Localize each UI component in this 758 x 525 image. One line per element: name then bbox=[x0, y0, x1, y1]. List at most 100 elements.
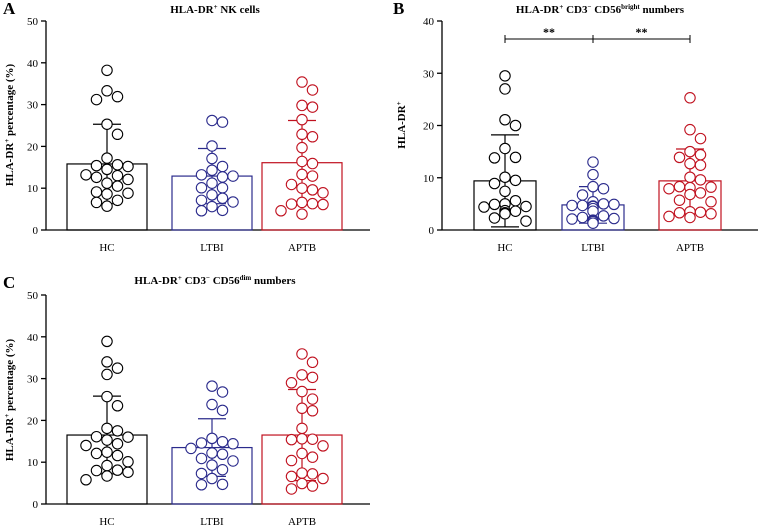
data-point-aptb bbox=[296, 196, 308, 209]
x-category-label: HC bbox=[99, 516, 114, 525]
data-point-hc bbox=[90, 464, 103, 477]
data-point-hc bbox=[101, 368, 113, 381]
data-point-hc bbox=[509, 151, 522, 164]
data-point-ltbi bbox=[216, 192, 229, 204]
data-point-ltbi bbox=[206, 189, 218, 201]
data-point-aptb bbox=[296, 128, 308, 141]
data-point-aptb bbox=[296, 477, 308, 490]
data-point-aptb bbox=[317, 440, 329, 452]
data-point-aptb bbox=[296, 369, 308, 381]
x-category-label: APTB bbox=[676, 242, 704, 254]
data-point-ltbi bbox=[216, 116, 229, 128]
data-point-hc bbox=[90, 447, 103, 460]
data-point-hc bbox=[90, 93, 103, 106]
data-point-aptb bbox=[285, 483, 298, 495]
data-point-hc bbox=[499, 142, 511, 155]
data-point-ltbi bbox=[597, 182, 610, 195]
data-point-hc bbox=[111, 438, 124, 450]
data-point-hc bbox=[488, 212, 501, 224]
data-point-aptb bbox=[296, 141, 308, 154]
x-category-label: LTBI bbox=[581, 242, 605, 254]
data-point-ltbi bbox=[216, 182, 229, 194]
data-point-aptb bbox=[663, 182, 675, 195]
data-point-ltbi bbox=[216, 171, 229, 183]
data-point-aptb bbox=[285, 198, 298, 210]
data-point-ltbi bbox=[206, 447, 218, 459]
data-point-aptb bbox=[296, 113, 308, 126]
data-point-hc bbox=[499, 83, 511, 95]
chart-panel-a: A HLA-DR+ NK cells HLA-DR+ percentage (%) 0… bbox=[3, 0, 370, 254]
data-point-hc bbox=[111, 128, 124, 141]
data-point-aptb bbox=[684, 92, 696, 104]
data-point-aptb bbox=[285, 178, 298, 191]
y-axis-label: HLA-DR+ bbox=[395, 101, 408, 148]
data-point-ltbi bbox=[206, 398, 218, 411]
data-point-aptb bbox=[694, 132, 707, 145]
data-point-aptb bbox=[673, 194, 686, 206]
y-tick-label: 20 bbox=[27, 415, 39, 427]
data-point-hc bbox=[90, 186, 103, 198]
data-point-aptb bbox=[285, 470, 298, 483]
data-point-ltbi bbox=[587, 217, 599, 229]
data-point-ltbi bbox=[206, 459, 218, 471]
data-point-aptb bbox=[694, 159, 707, 171]
y-tick-label: 20 bbox=[27, 141, 39, 153]
data-point-ltbi bbox=[195, 437, 208, 449]
data-point-ltbi bbox=[576, 189, 589, 201]
data-point-hc bbox=[488, 177, 501, 190]
data-point-ltbi bbox=[195, 479, 208, 491]
data-point-aptb bbox=[306, 356, 319, 369]
y-tick-label: 50 bbox=[27, 16, 39, 28]
x-category-label: LTBI bbox=[200, 242, 224, 254]
data-point-hc bbox=[80, 169, 92, 181]
data-point-ltbi bbox=[206, 164, 218, 176]
data-point-hc bbox=[111, 194, 124, 207]
data-point-aptb bbox=[296, 168, 308, 181]
data-point-aptb bbox=[306, 101, 319, 113]
data-point-hc bbox=[520, 200, 532, 213]
data-point-aptb bbox=[306, 393, 319, 405]
data-point-aptb bbox=[705, 196, 717, 208]
data-point-ltbi bbox=[216, 478, 229, 491]
data-point-aptb bbox=[306, 405, 319, 417]
data-point-hc bbox=[101, 118, 113, 130]
x-category-label: LTBI bbox=[200, 516, 224, 525]
data-point-ltbi bbox=[206, 380, 218, 392]
data-point-aptb bbox=[296, 208, 308, 220]
data-point-ltbi bbox=[227, 455, 239, 467]
data-point-hc bbox=[101, 188, 113, 200]
data-point-aptb bbox=[306, 480, 319, 492]
data-point-hc bbox=[499, 171, 511, 183]
data-point-hc bbox=[111, 449, 124, 462]
data-point-aptb bbox=[306, 84, 319, 96]
data-point-aptb bbox=[306, 451, 319, 463]
data-point-ltbi bbox=[608, 212, 620, 225]
data-point-hc bbox=[80, 474, 92, 486]
y-tick-label: 50 bbox=[27, 290, 39, 302]
data-point-hc bbox=[90, 196, 103, 209]
data-point-ltbi bbox=[216, 463, 229, 476]
data-point-hc bbox=[488, 198, 501, 211]
data-point-ltbi bbox=[576, 211, 589, 224]
data-point-ltbi bbox=[195, 194, 208, 207]
data-point-ltbi bbox=[227, 196, 239, 208]
data-point-ltbi bbox=[206, 152, 218, 165]
significance-label: ** bbox=[543, 25, 555, 39]
data-point-ltbi bbox=[206, 472, 218, 485]
data-point-aptb bbox=[673, 151, 686, 164]
y-tick-label: 30 bbox=[423, 68, 435, 80]
panel-letter: B bbox=[393, 0, 404, 18]
data-point-hc bbox=[111, 362, 124, 374]
data-point-hc bbox=[111, 169, 124, 182]
data-point-hc bbox=[122, 456, 134, 468]
data-point-hc bbox=[111, 425, 124, 437]
data-point-hc bbox=[101, 177, 113, 189]
y-tick-label: 0 bbox=[429, 225, 435, 237]
data-point-aptb bbox=[673, 180, 686, 193]
data-point-ltbi bbox=[587, 168, 599, 181]
y-tick-label: 10 bbox=[27, 457, 39, 469]
data-point-aptb bbox=[296, 155, 308, 168]
data-point-aptb bbox=[296, 182, 308, 194]
data-point-ltbi bbox=[597, 210, 610, 222]
data-point-hc bbox=[111, 464, 124, 476]
